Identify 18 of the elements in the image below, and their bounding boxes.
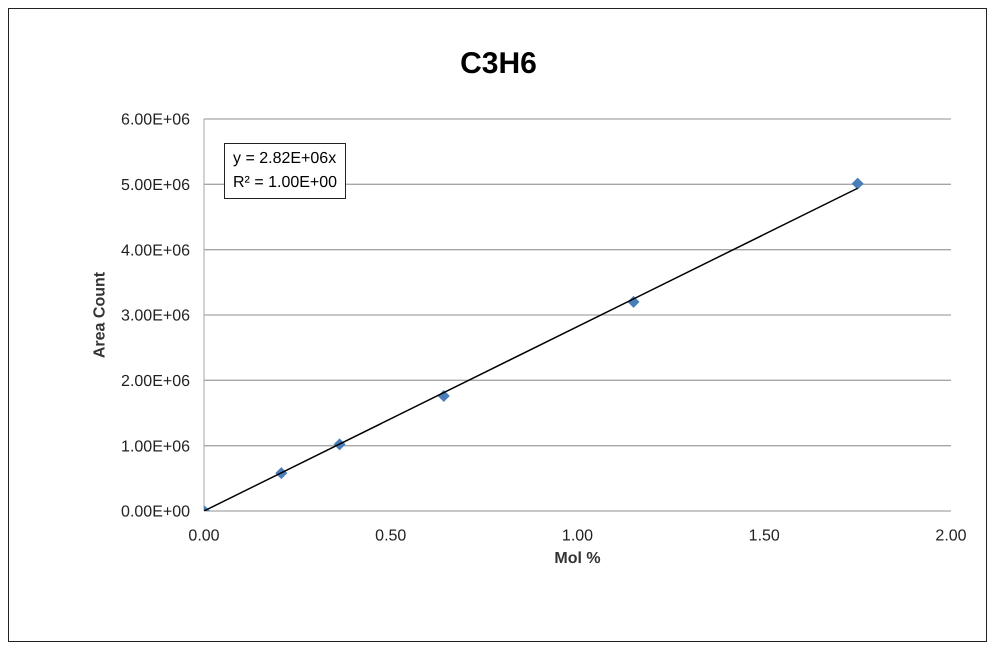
y-tick-label: 4.00E+06 bbox=[121, 242, 190, 260]
y-tick-label: 0.00E+00 bbox=[121, 504, 190, 521]
y-tick-label: 5.00E+06 bbox=[121, 177, 190, 194]
x-tick-label: 0.00 bbox=[188, 527, 220, 544]
x-axis-title: Mol % bbox=[554, 550, 601, 567]
annotation: y = 2.82E+06x bbox=[233, 149, 338, 169]
y-axis-title: Area Count bbox=[92, 271, 109, 358]
x-tick-label: 2.00 bbox=[935, 527, 967, 544]
point bbox=[852, 178, 864, 190]
y-tick-label: 1.00E+06 bbox=[121, 438, 190, 456]
x-tick-label: 1.00 bbox=[562, 527, 594, 544]
y-tick-label: 6.00E+06 bbox=[121, 112, 190, 129]
y-tick-label: 2.00E+06 bbox=[121, 373, 190, 390]
x-tick-label: 0.50 bbox=[375, 527, 406, 544]
chart-title: C3H6 bbox=[459, 47, 538, 81]
x-tick-label: 1.50 bbox=[748, 527, 780, 544]
annotation: R² = 1.00E+00 bbox=[233, 173, 338, 193]
y-tick-label: 3.00E+06 bbox=[121, 308, 190, 325]
